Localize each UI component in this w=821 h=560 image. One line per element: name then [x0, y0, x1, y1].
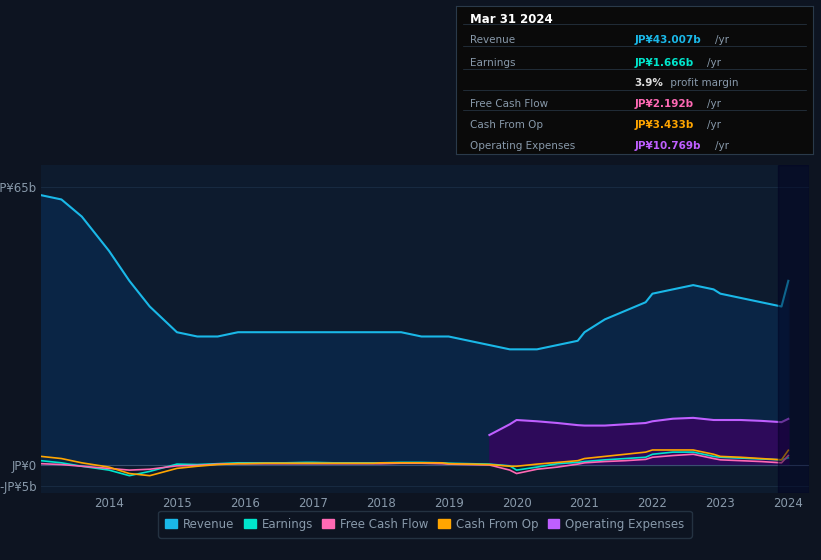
Text: /yr: /yr	[714, 141, 728, 151]
Text: Mar 31 2024: Mar 31 2024	[470, 13, 553, 26]
Text: /yr: /yr	[714, 35, 728, 45]
Text: JP¥2.192b: JP¥2.192b	[635, 99, 694, 109]
Text: JP¥43.007b: JP¥43.007b	[635, 35, 701, 45]
Text: Free Cash Flow: Free Cash Flow	[470, 99, 548, 109]
Text: Cash From Op: Cash From Op	[470, 120, 543, 130]
Bar	[778, 165, 809, 493]
Text: 3.9%: 3.9%	[635, 78, 663, 88]
Text: Operating Expenses: Operating Expenses	[470, 141, 576, 151]
Text: JP¥10.769b: JP¥10.769b	[635, 141, 700, 151]
Text: profit margin: profit margin	[667, 78, 739, 88]
Text: /yr: /yr	[707, 99, 721, 109]
Text: JP¥1.666b: JP¥1.666b	[635, 58, 694, 68]
Text: JP¥3.433b: JP¥3.433b	[635, 120, 694, 130]
Text: Revenue: Revenue	[470, 35, 515, 45]
Text: Earnings: Earnings	[470, 58, 516, 68]
Text: /yr: /yr	[707, 58, 721, 68]
Text: /yr: /yr	[707, 120, 721, 130]
Legend: Revenue, Earnings, Free Cash Flow, Cash From Op, Operating Expenses: Revenue, Earnings, Free Cash Flow, Cash …	[158, 511, 691, 538]
